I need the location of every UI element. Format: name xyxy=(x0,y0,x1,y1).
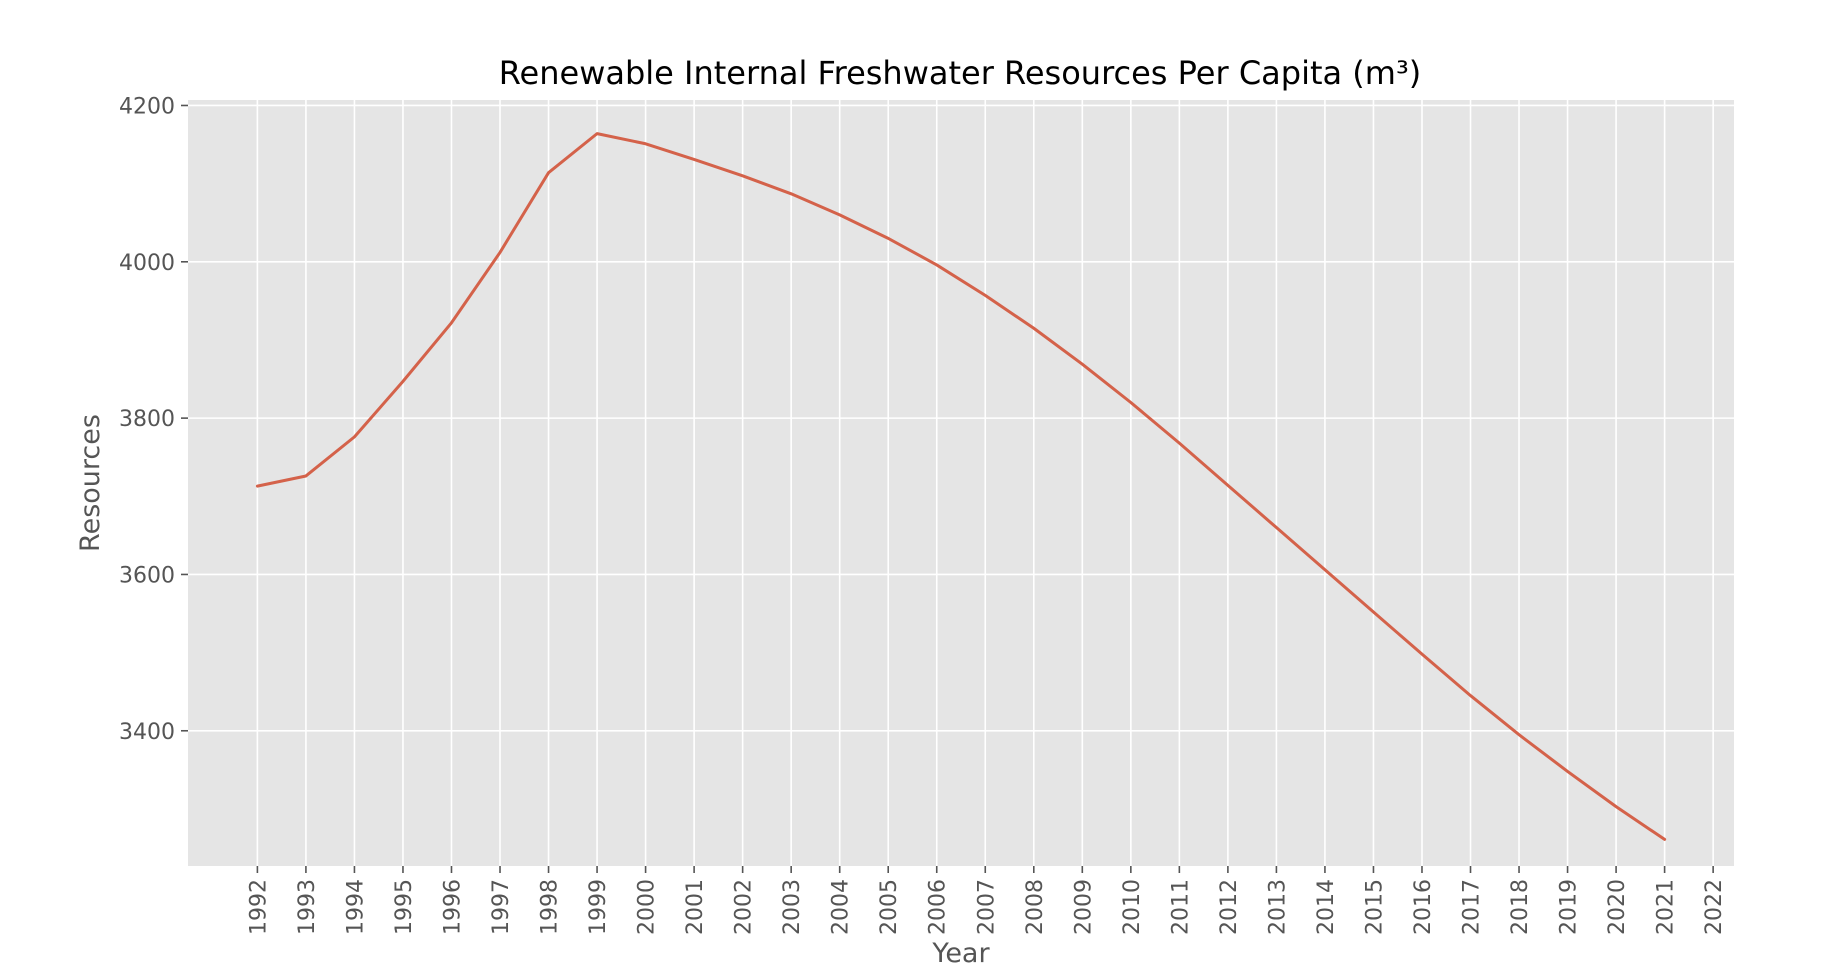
plot-area xyxy=(188,100,1734,866)
x-tick-label: 1994 xyxy=(343,879,368,935)
x-tick-label: 1999 xyxy=(586,879,611,935)
x-tick-label: 2020 xyxy=(1605,879,1630,935)
x-tick-label: 1992 xyxy=(246,879,271,935)
x-tick-label: 1993 xyxy=(295,879,320,935)
y-tick-label: 3600 xyxy=(119,563,175,588)
x-tick-label: 2017 xyxy=(1460,879,1485,935)
x-tick-label: 2004 xyxy=(829,879,854,935)
y-tick-label: 3800 xyxy=(119,407,175,432)
x-tick-label: 2010 xyxy=(1120,879,1145,935)
x-tick-label: 2002 xyxy=(732,879,757,935)
y-axis-ticks: 3400 3600 3800 4000 4200 xyxy=(119,94,188,745)
x-axis-ticks: 1992 1993 1994 1995 1996 1997 1998 1999 2000 2001… xyxy=(246,866,1727,935)
x-tick-label: 1996 xyxy=(440,879,465,935)
x-tick-label: 2022 xyxy=(1702,879,1727,935)
x-tick-label: 2000 xyxy=(635,879,660,935)
x-tick-label: 2011 xyxy=(1168,879,1193,935)
x-tick-label: 2005 xyxy=(877,879,902,935)
x-tick-label: 2014 xyxy=(1314,879,1339,935)
x-tick-label: 2013 xyxy=(1265,879,1290,935)
x-tick-label: 1997 xyxy=(489,879,514,935)
x-tick-label: 2019 xyxy=(1557,879,1582,935)
y-tick-label: 4200 xyxy=(119,94,175,119)
chart-title: Renewable Internal Freshwater Resources … xyxy=(499,54,1422,92)
x-tick-label: 1998 xyxy=(538,879,563,935)
x-tick-label: 2018 xyxy=(1508,879,1533,935)
x-tick-label: 2016 xyxy=(1411,879,1436,935)
x-tick-label: 2003 xyxy=(780,879,805,935)
x-tick-label: 2007 xyxy=(974,879,999,935)
y-tick-label: 4000 xyxy=(119,251,175,276)
x-tick-label: 2012 xyxy=(1217,879,1242,935)
y-gridlines xyxy=(188,104,1734,732)
x-gridlines xyxy=(256,100,1714,866)
x-tick-label: 2006 xyxy=(926,879,951,935)
y-axis-label: Resources xyxy=(75,414,106,552)
x-tick-label: 2001 xyxy=(683,879,708,935)
x-tick-label: 2015 xyxy=(1362,879,1387,935)
x-axis-label: Year xyxy=(931,938,990,969)
x-tick-label: 2008 xyxy=(1023,879,1048,935)
series-line xyxy=(255,132,1667,841)
x-tick-label: 2009 xyxy=(1071,879,1096,935)
x-tick-label: 2021 xyxy=(1654,879,1679,935)
x-tick-label: 1995 xyxy=(392,879,417,935)
y-tick-label: 3400 xyxy=(119,720,175,745)
